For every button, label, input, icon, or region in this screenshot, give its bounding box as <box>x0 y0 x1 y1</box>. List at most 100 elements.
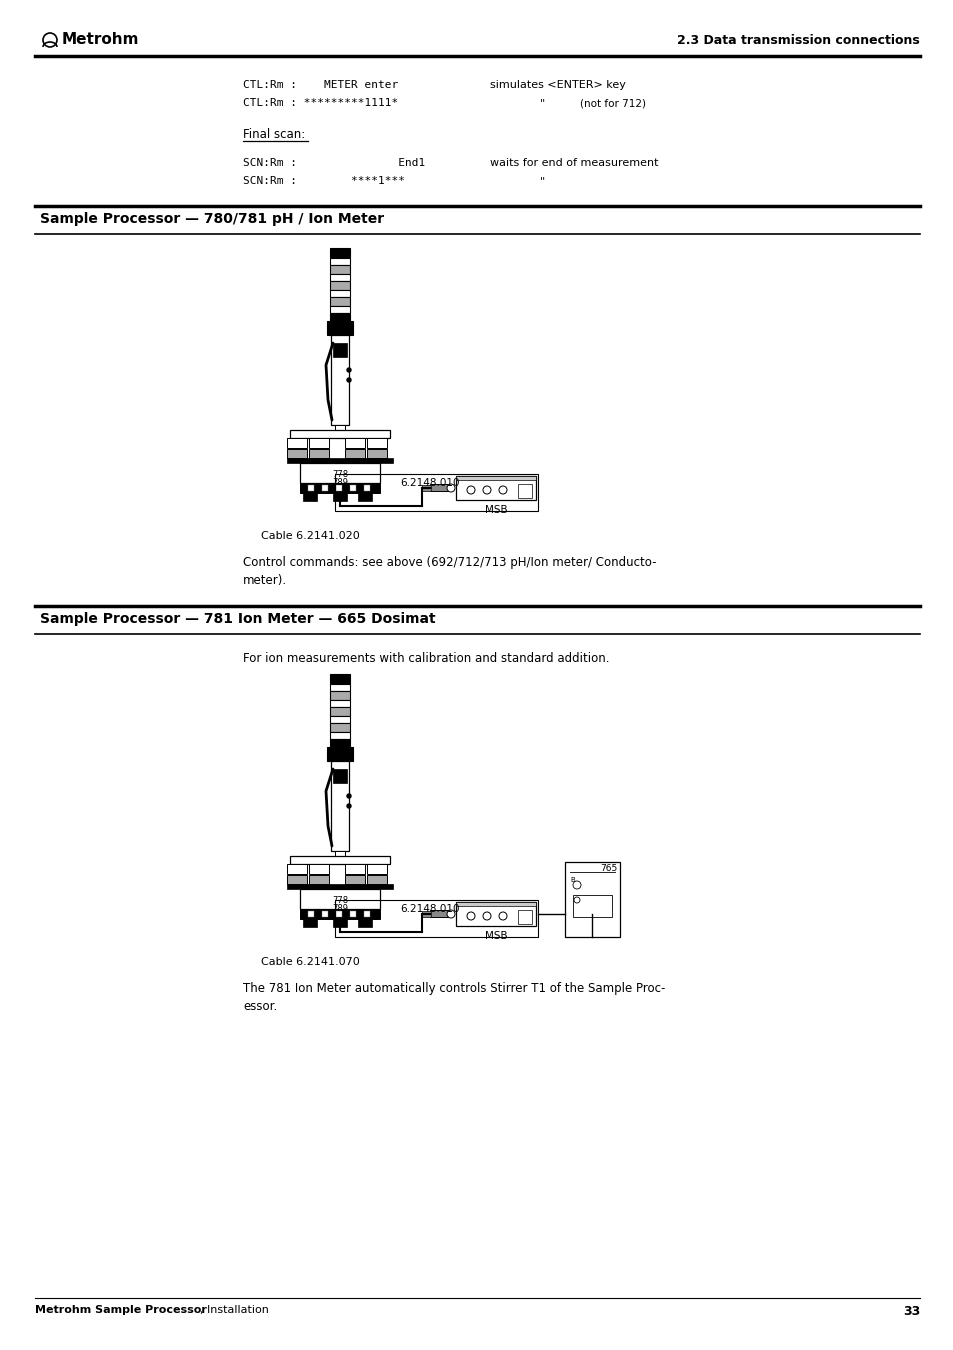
Bar <box>303 919 316 927</box>
Text: Cable 6.2141.020: Cable 6.2141.020 <box>260 531 359 541</box>
Bar <box>350 485 355 491</box>
Bar <box>303 493 316 501</box>
Bar <box>421 485 431 491</box>
Bar <box>330 707 350 716</box>
Text: The 781 Ion Meter automatically controls Stirrer T1 of the Sample Proc-
essor.: The 781 Ion Meter automatically controls… <box>243 981 664 1012</box>
Bar <box>335 425 345 431</box>
Bar <box>367 450 387 458</box>
Text: 765: 765 <box>599 864 617 873</box>
Bar <box>287 875 307 884</box>
Text: CTL:Rm :    METER enter: CTL:Rm : METER enter <box>243 80 397 90</box>
Bar <box>287 437 307 448</box>
Bar <box>299 483 379 493</box>
Bar <box>322 485 328 491</box>
Bar <box>330 274 350 281</box>
Bar <box>309 864 329 873</box>
Bar <box>299 909 379 919</box>
Bar <box>330 281 350 290</box>
Bar <box>573 895 612 917</box>
Bar <box>430 485 448 491</box>
Bar <box>345 864 365 873</box>
Circle shape <box>447 485 455 491</box>
Text: SCN:Rm :        ****1***: SCN:Rm : ****1*** <box>243 176 405 186</box>
Text: waits for end of measurement: waits for end of measurement <box>490 158 658 167</box>
Bar <box>333 919 347 927</box>
Bar <box>333 493 347 501</box>
Bar <box>330 290 350 297</box>
Bar <box>517 910 532 923</box>
Text: For ion measurements with calibration and standard addition.: For ion measurements with calibration an… <box>243 652 609 666</box>
Circle shape <box>482 486 491 494</box>
Circle shape <box>573 882 580 890</box>
Circle shape <box>498 486 506 494</box>
Bar <box>367 864 387 873</box>
Bar <box>333 343 347 356</box>
Text: , Installation: , Installation <box>200 1305 269 1315</box>
Bar <box>308 485 314 491</box>
Text: 778: 778 <box>332 470 348 479</box>
Bar <box>287 458 393 463</box>
Bar <box>456 477 536 500</box>
Circle shape <box>347 794 351 798</box>
Bar <box>364 485 370 491</box>
Bar <box>335 900 537 937</box>
Bar <box>287 884 393 890</box>
Text: Sample Processor — 780/781 pH / Ion Meter: Sample Processor — 780/781 pH / Ion Mete… <box>40 212 384 225</box>
Text: Final scan:: Final scan: <box>243 128 305 140</box>
Bar <box>299 890 379 909</box>
Bar <box>330 313 350 321</box>
Text: Metrohm Sample Processor: Metrohm Sample Processor <box>35 1305 207 1315</box>
Circle shape <box>347 369 351 373</box>
Text: 789: 789 <box>332 904 348 913</box>
Bar <box>330 701 350 707</box>
Text: Control commands: see above (692/712/713 pH/Ion meter/ Conducto-
meter).: Control commands: see above (692/712/713… <box>243 556 656 587</box>
Bar <box>287 450 307 458</box>
Bar <box>330 258 350 265</box>
Text: 778: 778 <box>332 896 348 905</box>
Text: Metrohm: Metrohm <box>62 32 139 47</box>
Bar <box>335 474 537 512</box>
Bar <box>327 747 353 761</box>
Text: ": " <box>539 99 545 108</box>
Text: MSB: MSB <box>484 931 507 941</box>
Bar <box>327 321 353 335</box>
Bar <box>331 335 349 425</box>
Bar <box>367 875 387 884</box>
Bar <box>330 674 350 684</box>
Text: 6.2148.010: 6.2148.010 <box>399 478 459 487</box>
Text: simulates <ENTER> key: simulates <ENTER> key <box>490 80 625 90</box>
Text: Sample Processor — 781 Ion Meter — 665 Dosimat: Sample Processor — 781 Ion Meter — 665 D… <box>40 612 436 626</box>
Bar <box>335 850 345 856</box>
Bar <box>309 450 329 458</box>
Text: 2.3 Data transmission connections: 2.3 Data transmission connections <box>677 34 919 46</box>
Bar <box>421 911 431 917</box>
Circle shape <box>347 805 351 809</box>
Bar <box>517 485 532 498</box>
Circle shape <box>498 913 506 919</box>
Bar <box>322 911 328 917</box>
Bar <box>357 919 372 927</box>
Bar <box>308 911 314 917</box>
Bar <box>345 437 365 448</box>
Bar <box>350 911 355 917</box>
Text: MSB: MSB <box>484 505 507 514</box>
Bar <box>309 875 329 884</box>
Bar <box>456 902 536 926</box>
Text: SCN:Rm :               End1: SCN:Rm : End1 <box>243 158 425 167</box>
Bar <box>456 477 536 481</box>
Bar <box>456 902 536 906</box>
Bar <box>290 431 390 437</box>
Bar <box>345 450 365 458</box>
Circle shape <box>447 910 455 918</box>
Circle shape <box>467 913 475 919</box>
Text: Cable 6.2141.070: Cable 6.2141.070 <box>260 957 359 967</box>
Bar <box>357 493 372 501</box>
Bar <box>330 724 350 732</box>
Bar <box>330 306 350 313</box>
Circle shape <box>467 486 475 494</box>
Text: ": " <box>539 176 545 186</box>
Bar <box>331 761 349 850</box>
Text: CTL:Rm : *********1111*: CTL:Rm : *********1111* <box>243 99 397 108</box>
Bar <box>330 738 350 747</box>
Bar <box>290 856 390 864</box>
